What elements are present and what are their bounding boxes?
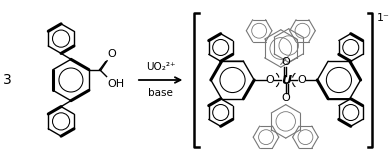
- Text: 3: 3: [2, 73, 11, 87]
- Text: base: base: [148, 88, 173, 98]
- Text: O: O: [281, 93, 290, 103]
- Text: OH: OH: [108, 79, 125, 88]
- Text: U: U: [281, 73, 291, 87]
- Text: 1⁻: 1⁻: [376, 13, 389, 23]
- Text: O: O: [281, 57, 290, 67]
- Text: O: O: [108, 49, 116, 59]
- Text: UO₂²⁺: UO₂²⁺: [146, 62, 176, 72]
- Text: O: O: [266, 75, 274, 85]
- Text: O: O: [297, 75, 306, 85]
